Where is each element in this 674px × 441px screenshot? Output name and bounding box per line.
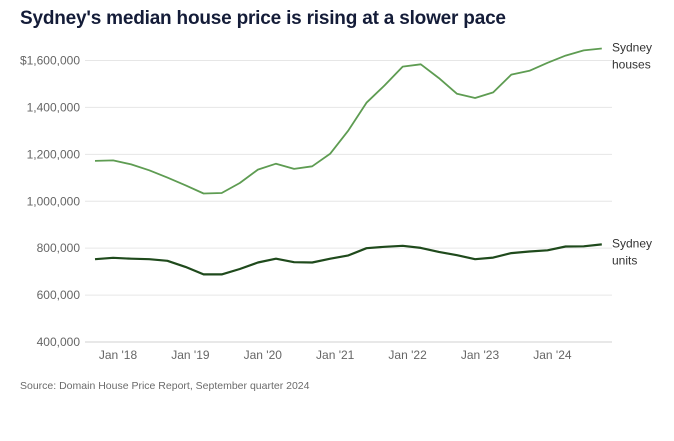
series-label: Sydney	[612, 236, 652, 250]
x-tick-label: Jan '21	[316, 348, 355, 362]
chart-title: Sydney's median house price is rising at…	[20, 8, 506, 29]
series-line-sydney-units	[94, 243, 602, 276]
series-line-sydney-houses	[94, 47, 602, 195]
x-tick-label: Jan '23	[461, 348, 500, 362]
x-tick-label: Jan '22	[388, 348, 427, 362]
y-tick-label: 800,000	[37, 241, 81, 255]
y-tick-label: $1,600,000	[20, 54, 80, 68]
series-label: Sydney	[612, 41, 652, 55]
y-tick-label: 1,200,000	[27, 147, 81, 161]
source-note: Source: Domain House Price Report, Septe…	[20, 380, 310, 392]
x-tick-label: Jan '24	[533, 348, 572, 362]
y-tick-label: 600,000	[37, 288, 81, 302]
series-label: houses	[612, 58, 651, 72]
x-tick-label: Jan '18	[99, 348, 138, 362]
y-tick-label: 400,000	[37, 335, 81, 349]
y-tick-label: 1,400,000	[27, 100, 81, 114]
y-tick-label: 1,000,000	[27, 194, 81, 208]
x-tick-label: Jan '19	[171, 348, 210, 362]
series-label: units	[612, 253, 637, 267]
x-tick-label: Jan '20	[244, 348, 283, 362]
